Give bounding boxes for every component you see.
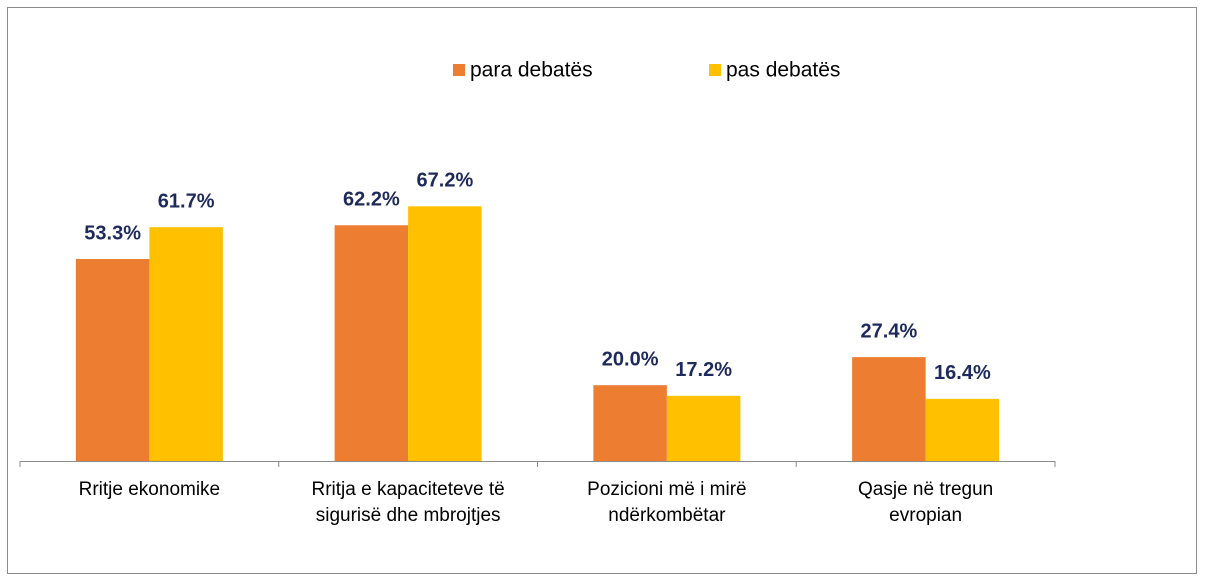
bar bbox=[925, 398, 1000, 461]
x-tick-label: sigurisë dhe mbrojtjes bbox=[316, 505, 501, 526]
x-tick-label: Rritje ekonomike bbox=[79, 479, 221, 500]
value-label: 61.7% bbox=[158, 190, 215, 212]
value-label: 53.3% bbox=[84, 222, 141, 244]
value-label: 16.4% bbox=[934, 362, 991, 384]
x-tick-label: Pozicioni më i mirë bbox=[587, 479, 746, 500]
bar bbox=[852, 357, 926, 461]
bar bbox=[593, 385, 667, 461]
value-label: 20.0% bbox=[602, 348, 659, 370]
x-tick-label: Rritja e kapaciteteve të bbox=[311, 479, 504, 500]
x-tick-label: Qasje në tregun bbox=[858, 479, 993, 500]
bar bbox=[666, 395, 741, 461]
value-label: 62.2% bbox=[343, 189, 400, 211]
bar bbox=[408, 206, 482, 461]
value-label: 67.2% bbox=[417, 170, 474, 192]
bar bbox=[149, 227, 223, 461]
bar bbox=[75, 258, 150, 461]
legend-label: pas debatës bbox=[726, 59, 840, 82]
value-label: 17.2% bbox=[675, 359, 732, 381]
legend-swatch bbox=[709, 64, 721, 76]
value-label: 27.4% bbox=[861, 320, 918, 342]
legend-label: para debatës bbox=[470, 59, 593, 82]
x-tick-label: ndërkombëtar bbox=[608, 505, 726, 526]
legend-swatch bbox=[453, 64, 465, 76]
x-tick-label: evropian bbox=[889, 505, 962, 526]
bar bbox=[334, 225, 409, 461]
